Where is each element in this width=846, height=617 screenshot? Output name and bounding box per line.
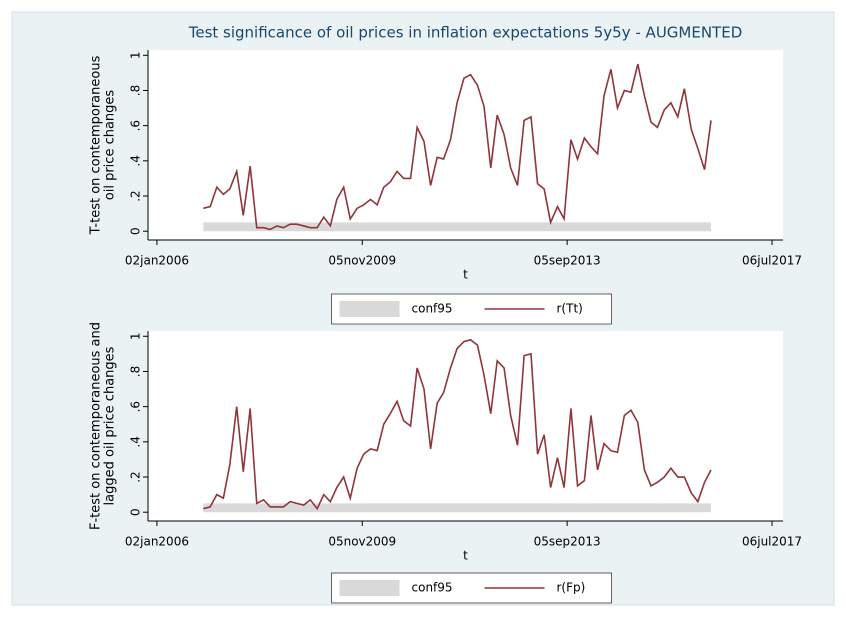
- line: [203, 338, 712, 511]
- legend-label: conf95: [412, 302, 453, 316]
- y-axis-label: oil price changes: [103, 90, 118, 201]
- y-axis-label: lagged oil price changes: [103, 346, 118, 505]
- legend-swatch: [339, 580, 400, 596]
- y-tick-label: 0: [129, 227, 143, 235]
- y-tick-label: 0: [129, 508, 143, 516]
- y-tick-label: .4: [129, 436, 143, 447]
- x-tick-label: 05sep2013: [534, 535, 601, 549]
- x-axis-label: t: [463, 268, 468, 282]
- legend-label: r(Fp): [557, 581, 586, 595]
- y-axis-label: F-test on contemporaneous and: [89, 322, 104, 530]
- x-tick-label: 05nov2009: [328, 254, 396, 268]
- y-tick-label: .8: [129, 85, 143, 96]
- plot-area: [148, 331, 783, 521]
- legend-label: r(Tt): [557, 302, 583, 316]
- y-tick-label: .2: [129, 190, 143, 201]
- y-tick-label: 1: [129, 51, 143, 59]
- x-tick-label: 05sep2013: [534, 254, 601, 268]
- x-tick-label: 06jul2017: [742, 254, 802, 268]
- x-tick-label: 02jan2006: [125, 535, 189, 549]
- x-tick-label: 05nov2009: [328, 535, 396, 549]
- legend-swatch: [339, 301, 400, 317]
- plot-area: [148, 50, 783, 240]
- y-tick-label: .4: [129, 155, 143, 166]
- legend-label: conf95: [412, 581, 453, 595]
- y-tick-label: .6: [129, 120, 143, 131]
- chart-title: Test significance of oil prices in infla…: [188, 24, 743, 42]
- x-tick-label: 02jan2006: [125, 254, 189, 268]
- x-axis-label: t: [463, 549, 468, 563]
- y-tick-label: .2: [129, 471, 143, 482]
- line: [203, 63, 712, 231]
- y-tick-label: .6: [129, 401, 143, 412]
- area: [203, 503, 711, 513]
- x-tick-label: 06jul2017: [742, 535, 802, 549]
- y-axis-label: T-test on contemporaneous: [89, 55, 104, 235]
- y-tick-label: 1: [129, 332, 143, 340]
- y-tick-label: .8: [129, 366, 143, 377]
